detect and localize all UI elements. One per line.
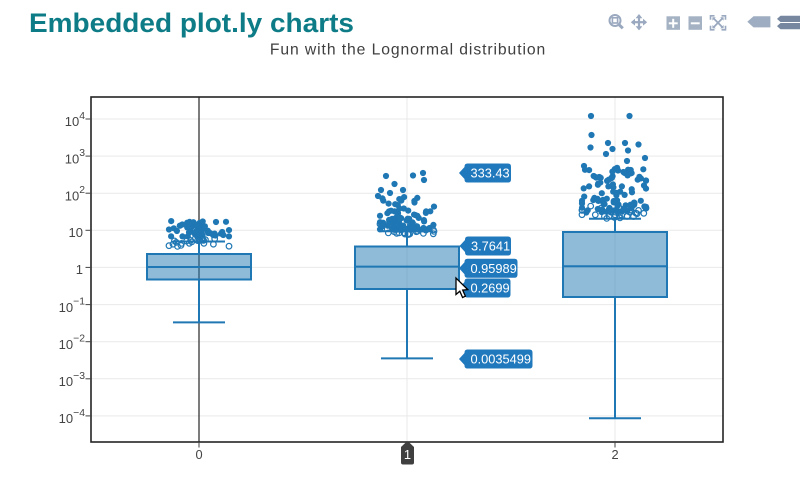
svg-text:0.0035499: 0.0035499 [471, 352, 532, 367]
svg-text:102: 102 [65, 185, 85, 203]
svg-text:1: 1 [76, 262, 83, 277]
svg-text:103: 103 [65, 148, 85, 166]
svg-text:10−4: 10−4 [59, 408, 86, 426]
svg-text:0.2699: 0.2699 [471, 281, 510, 296]
svg-text:0.95989: 0.95989 [471, 261, 517, 276]
svg-text:10: 10 [69, 225, 83, 240]
svg-text:333.43: 333.43 [471, 166, 510, 181]
svg-text:10−3: 10−3 [59, 371, 86, 389]
svg-text:0: 0 [195, 447, 202, 462]
svg-text:Fun with the Lognormal distrib: Fun with the Lognormal distribution [270, 41, 546, 58]
svg-text:10−1: 10−1 [59, 297, 86, 315]
svg-text:104: 104 [65, 111, 85, 129]
svg-text:1: 1 [404, 447, 411, 462]
svg-text:10−2: 10−2 [59, 334, 86, 352]
svg-text:2: 2 [611, 447, 618, 462]
svg-text:3.7641: 3.7641 [471, 239, 510, 254]
